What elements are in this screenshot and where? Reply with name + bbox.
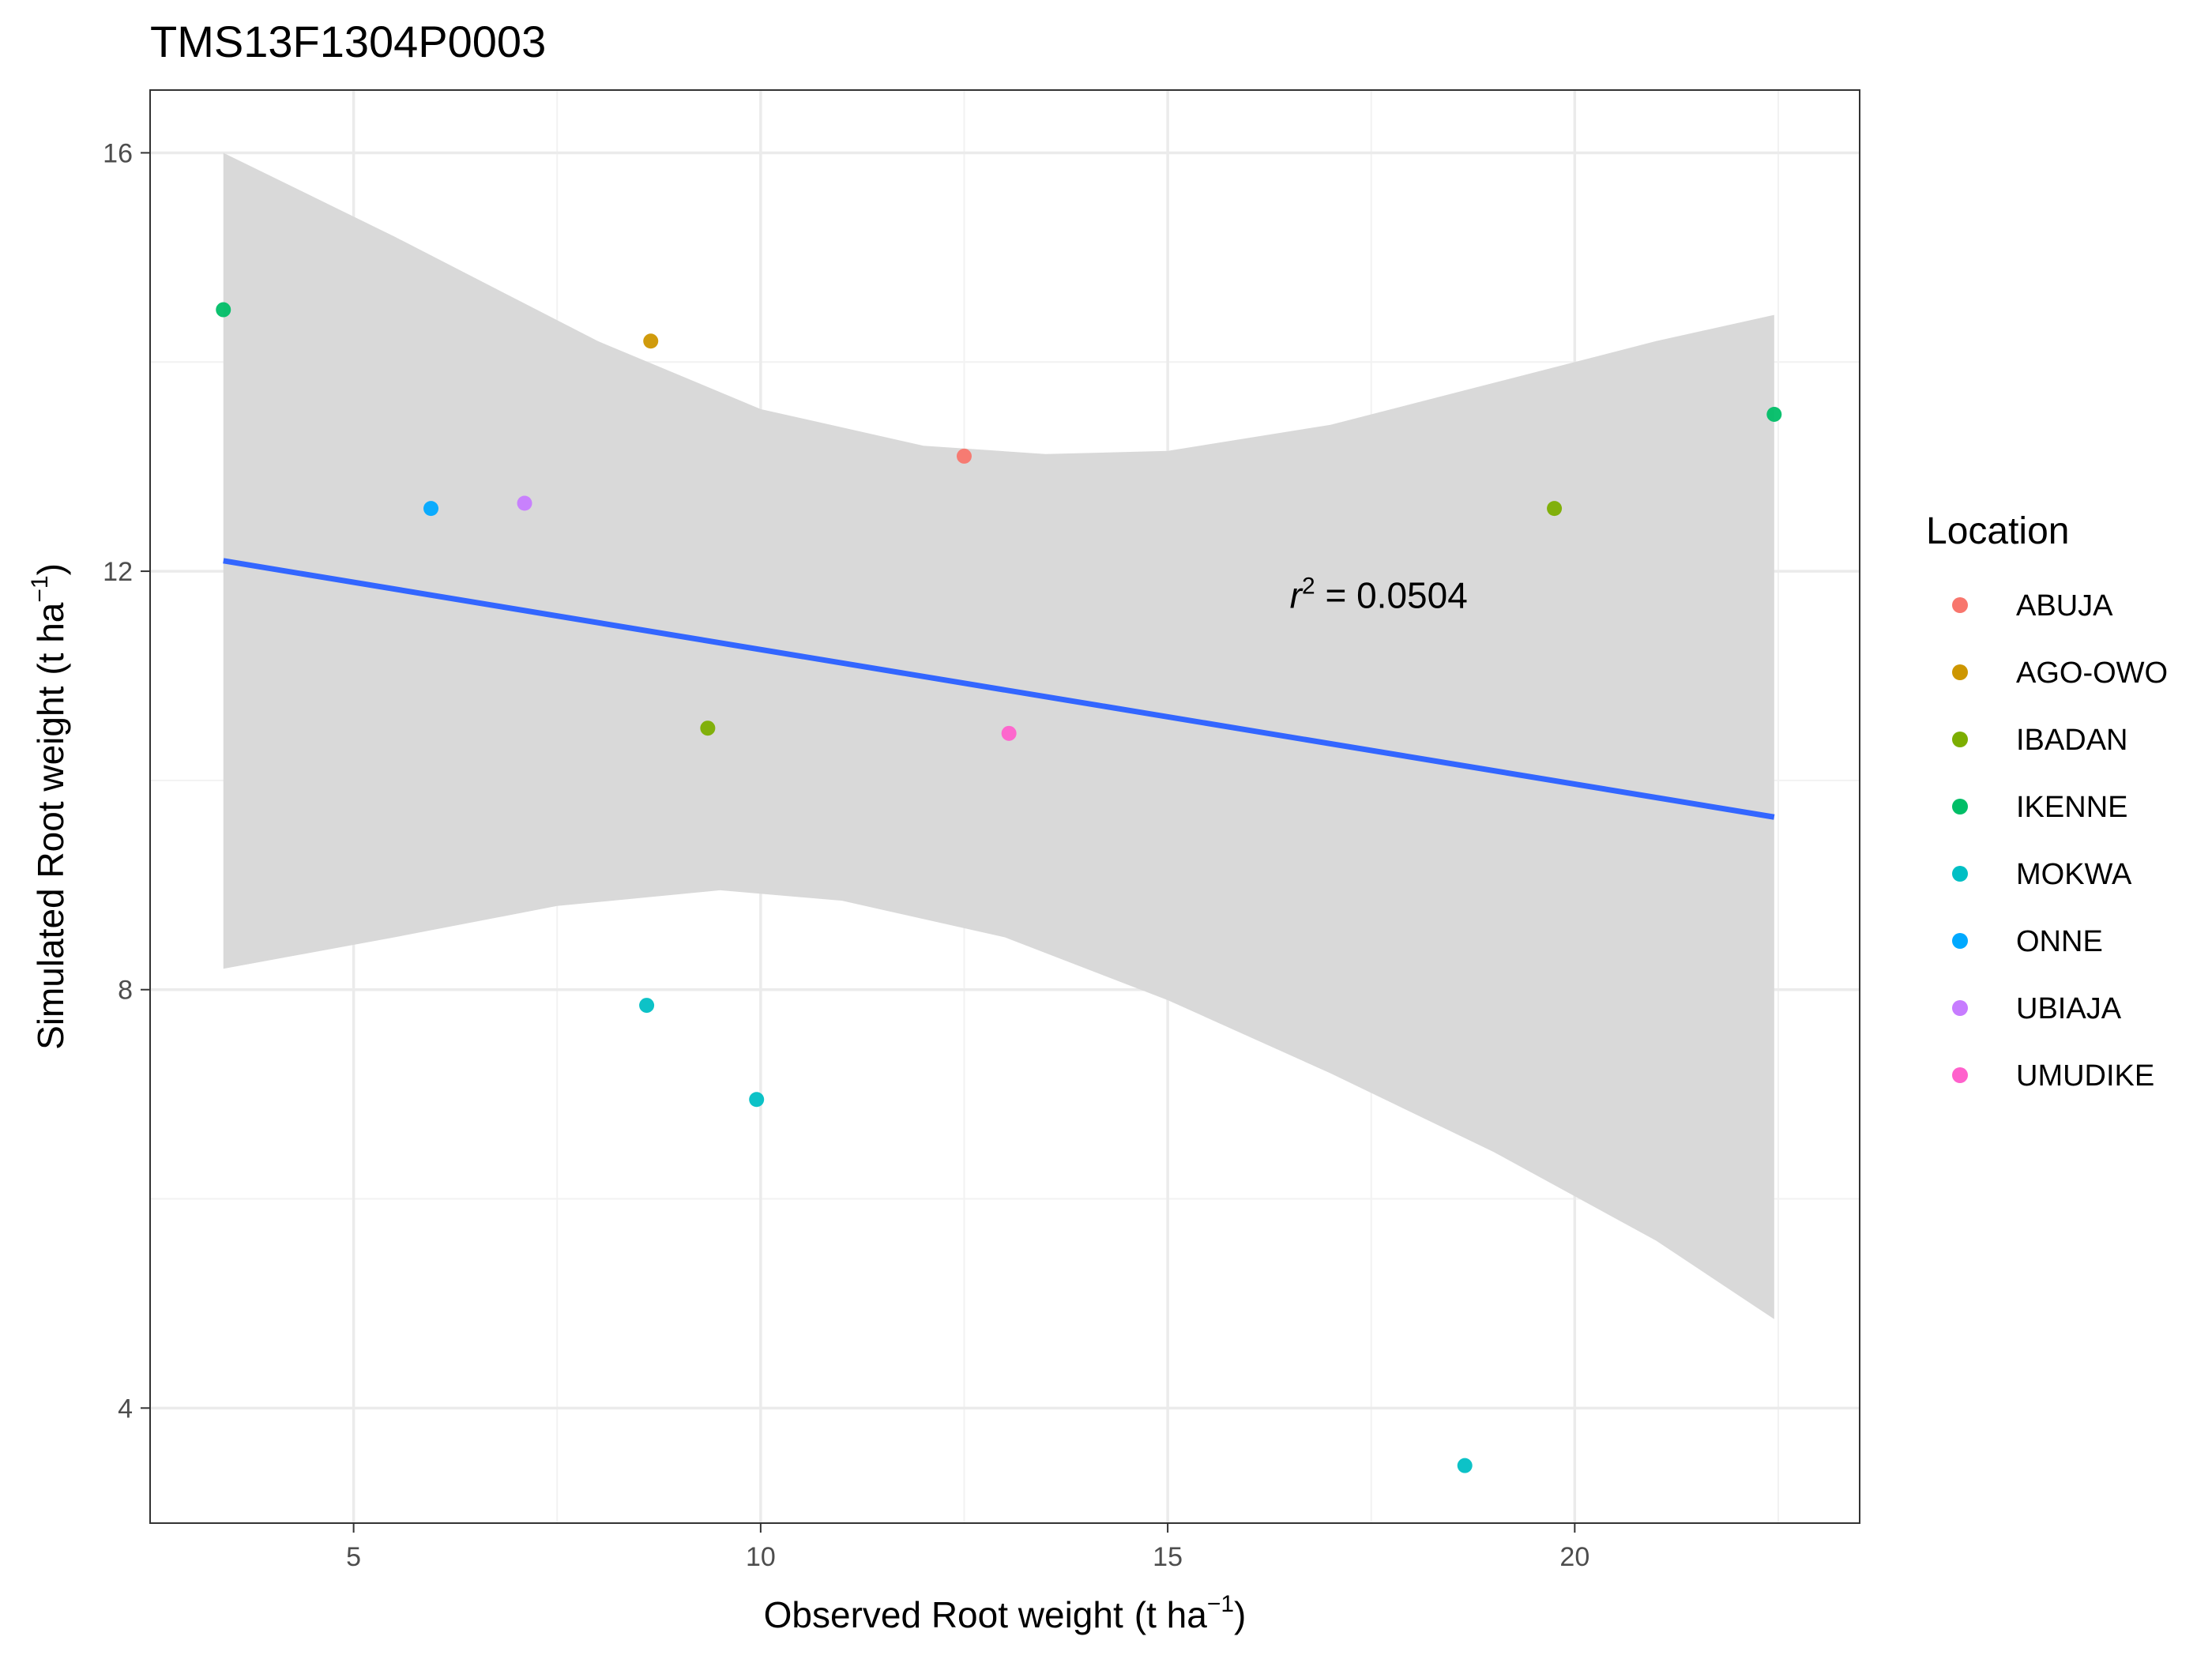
point-umudike [1001,725,1017,741]
point-mokwa [749,1092,765,1108]
y-axis-unit-open: (t ha [30,602,71,675]
point-ibadan [1547,501,1563,517]
y-tick-label: 12 [103,557,133,587]
regression-line [223,558,1775,820]
x-axis-title-main: Observed Root weight [764,1594,1123,1635]
y-axis-unit-close: ) [30,563,71,575]
y-axis-unit-sup: −1 [27,575,53,602]
r-exponent: 2 [1302,573,1315,599]
x-axis-ticks: 5 10 15 20 [346,1523,1589,1572]
legend-key-ikenne [1952,799,1968,814]
x-axis-unit-open: (t ha [1134,1594,1207,1635]
r-value: = 0.0504 [1315,574,1468,615]
x-axis-unit-sup: −1 [1207,1591,1234,1617]
y-axis-title-main: Simulated Root weight [30,686,71,1049]
y-tick-label: 8 [118,976,133,1006]
point-mokwa [639,998,655,1014]
y-tick-label: 4 [118,1394,133,1424]
x-tick-label: 5 [346,1542,361,1572]
legend-title: Location [1926,510,2069,552]
y-axis-title: Simulated Root weight (t ha−1) [27,563,71,1050]
x-axis-unit-close: ) [1234,1594,1246,1635]
legend-label-abuja: ABUJA [2016,589,2113,623]
legend-key-onne [1952,933,1968,949]
x-tick-label: 10 [746,1542,776,1572]
y-axis-ticks: 4 8 12 16 [103,138,150,1424]
point-ikenne [216,302,231,318]
plot-area: r2 = 0.0504 [149,89,1860,1524]
legend-label-ibadan: IBADAN [2016,724,2127,757]
x-tick-label: 20 [1559,1542,1589,1572]
point-mokwa [1457,1458,1473,1473]
legend-label-ikenne: IKENNE [2016,791,2127,824]
point-ikenne [1766,406,1782,422]
point-ago-owo [643,333,659,349]
r-symbol: r [1290,574,1304,615]
r-squared-annotation: r2 = 0.0504 [1290,573,1468,615]
legend-key-ago-owo [1952,664,1968,680]
legend-label-ubiaja: UBIAJA [2016,992,2122,1025]
plot-border [149,89,1860,1524]
data-points [216,302,1782,1473]
point-ubiaja [517,495,532,511]
legend-key-ubiaja [1952,1000,1968,1016]
x-tick-label: 15 [1153,1542,1183,1572]
legend-key-mokwa [1952,866,1968,882]
chart-title: TMS13F1304P0003 [150,17,546,66]
legend-label-umudike: UMUDIKE [2016,1059,2154,1093]
legend-items: ABUJA AGO-OWO IBADAN IKENNE MOKWA ONNE UBIAJA U… [1952,589,2168,1093]
legend: Location ABUJA AGO-OWO IBADAN IKENNE MOKWA ON… [1926,510,2168,1093]
point-abuja [956,448,972,464]
point-onne [423,501,439,517]
legend-label-mokwa: MOKWA [2016,858,2132,891]
y-tick-label: 16 [103,138,133,168]
legend-label-onne: ONNE [2016,925,2103,958]
legend-key-umudike [1952,1067,1968,1083]
legend-label-ago-owo: AGO-OWO [2016,656,2168,690]
confidence-band [223,152,1774,1319]
point-ibadan [700,720,716,736]
legend-key-ibadan [1952,732,1968,747]
x-axis-title: Observed Root weight (t ha−1) [764,1591,1247,1635]
legend-key-abuja [1952,597,1968,613]
